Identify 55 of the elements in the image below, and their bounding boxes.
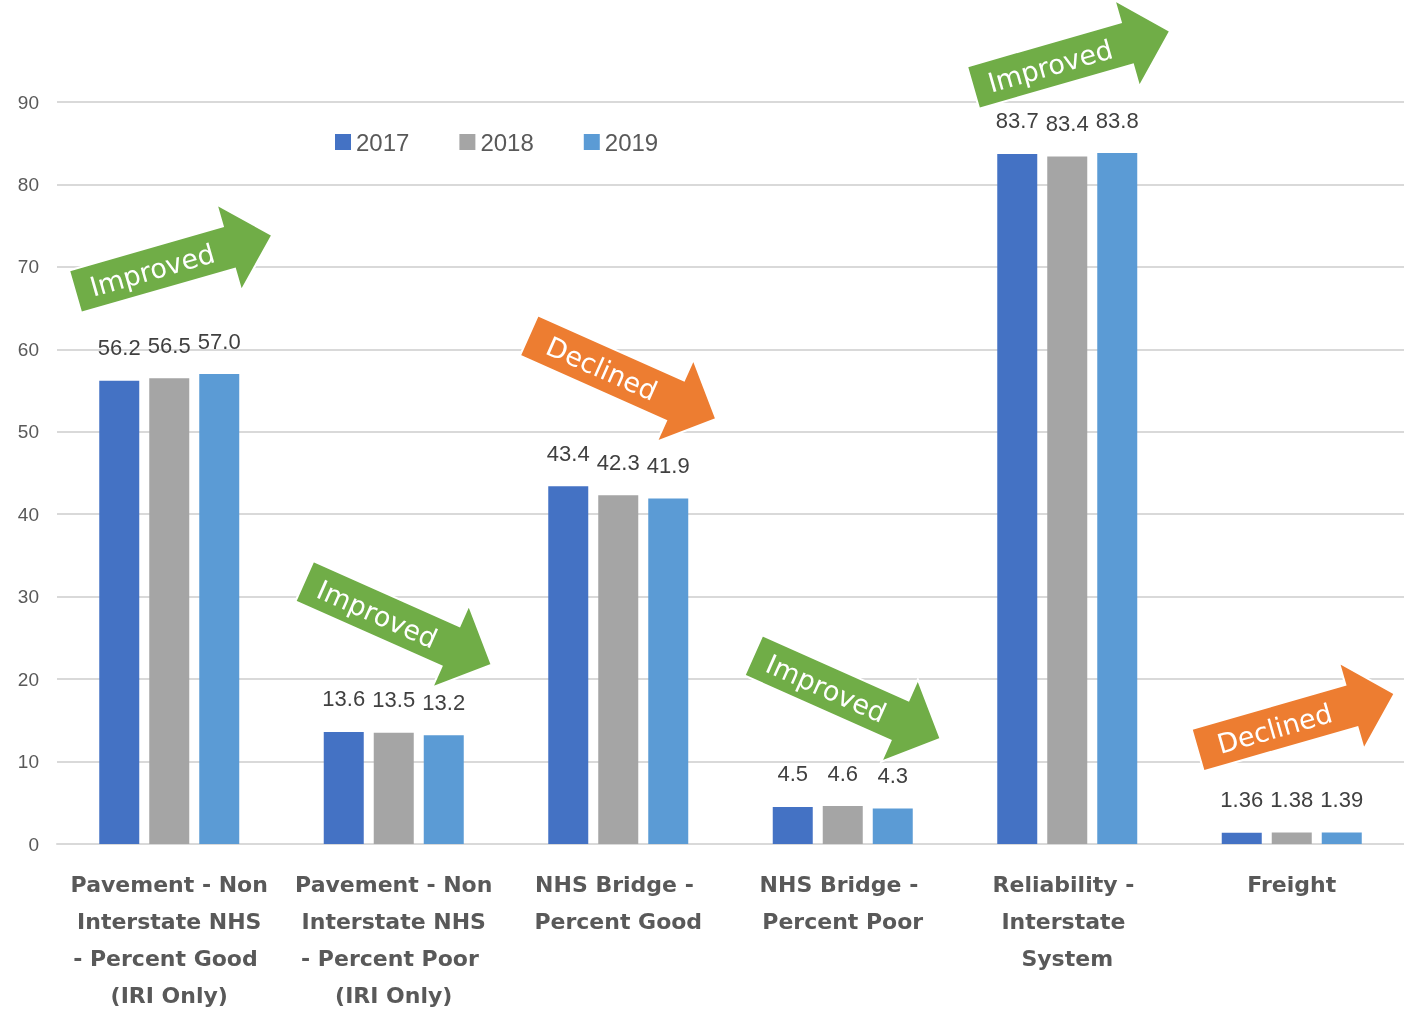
bar [323,731,364,844]
y-tick-label: 10 [17,751,39,773]
y-tick-label: 30 [17,586,39,608]
x-tick-label: Reliability - Interstate System [992,872,1142,971]
y-tick-label: 70 [17,256,39,278]
bar [1321,832,1362,844]
data-label: 1.36 [1220,787,1264,813]
data-label: 13.2 [422,689,466,715]
bar [1047,156,1088,844]
data-label: 13.6 [322,686,366,712]
bar [99,380,140,844]
x-tick-label: NHS Bridge - Percent Good [534,872,703,934]
bar [423,735,464,844]
x-tick-label: Pavement - Non Interstate NHS - Percent Poor (IRI Only) [293,872,494,1008]
x-tick-label: NHS Bridge - Percent Poor [759,872,926,934]
bar [772,806,813,844]
bar [1271,832,1312,844]
bar [199,374,240,844]
data-label: 1.38 [1270,787,1314,813]
data-label: 57.0 [197,328,241,354]
bar [1097,153,1138,844]
y-tick-label: 40 [17,503,39,525]
bar [822,806,863,844]
y-tick-label: 20 [17,668,39,690]
y-tick-label: 90 [17,91,39,113]
legend-label: 2019 [604,128,659,156]
y-tick-label: 60 [17,338,39,360]
bar [997,153,1038,844]
data-label: 83.7 [995,108,1039,134]
data-label: 13.5 [372,687,416,713]
data-label: 41.9 [646,453,690,479]
data-label: 83.4 [1045,110,1089,136]
bar [149,378,190,844]
bar [373,732,414,844]
data-label: 43.4 [546,440,590,466]
bar [598,495,639,844]
data-label: 4.6 [827,760,859,786]
data-label: 4.3 [877,763,909,789]
y-tick-label: 0 [28,833,39,855]
legend-label: 2017 [356,128,410,156]
data-label: 1.39 [1320,787,1364,813]
bar [548,486,589,844]
data-label: 42.3 [596,449,640,475]
bar [1221,832,1262,844]
bar [648,498,689,844]
data-label: 83.8 [1095,107,1139,133]
x-tick-label: Pavement - Non Interstate NHS - Percent Good (IRI Only) [69,872,270,1008]
data-label: 56.2 [97,335,141,361]
legend-label: 2018 [480,128,534,156]
bar [872,808,913,844]
x-tick-label: Freight [1247,872,1337,897]
data-label: 56.5 [147,332,191,358]
y-tick-label: 50 [17,421,39,443]
data-label: 4.5 [777,761,809,787]
y-tick-label: 80 [17,173,39,195]
